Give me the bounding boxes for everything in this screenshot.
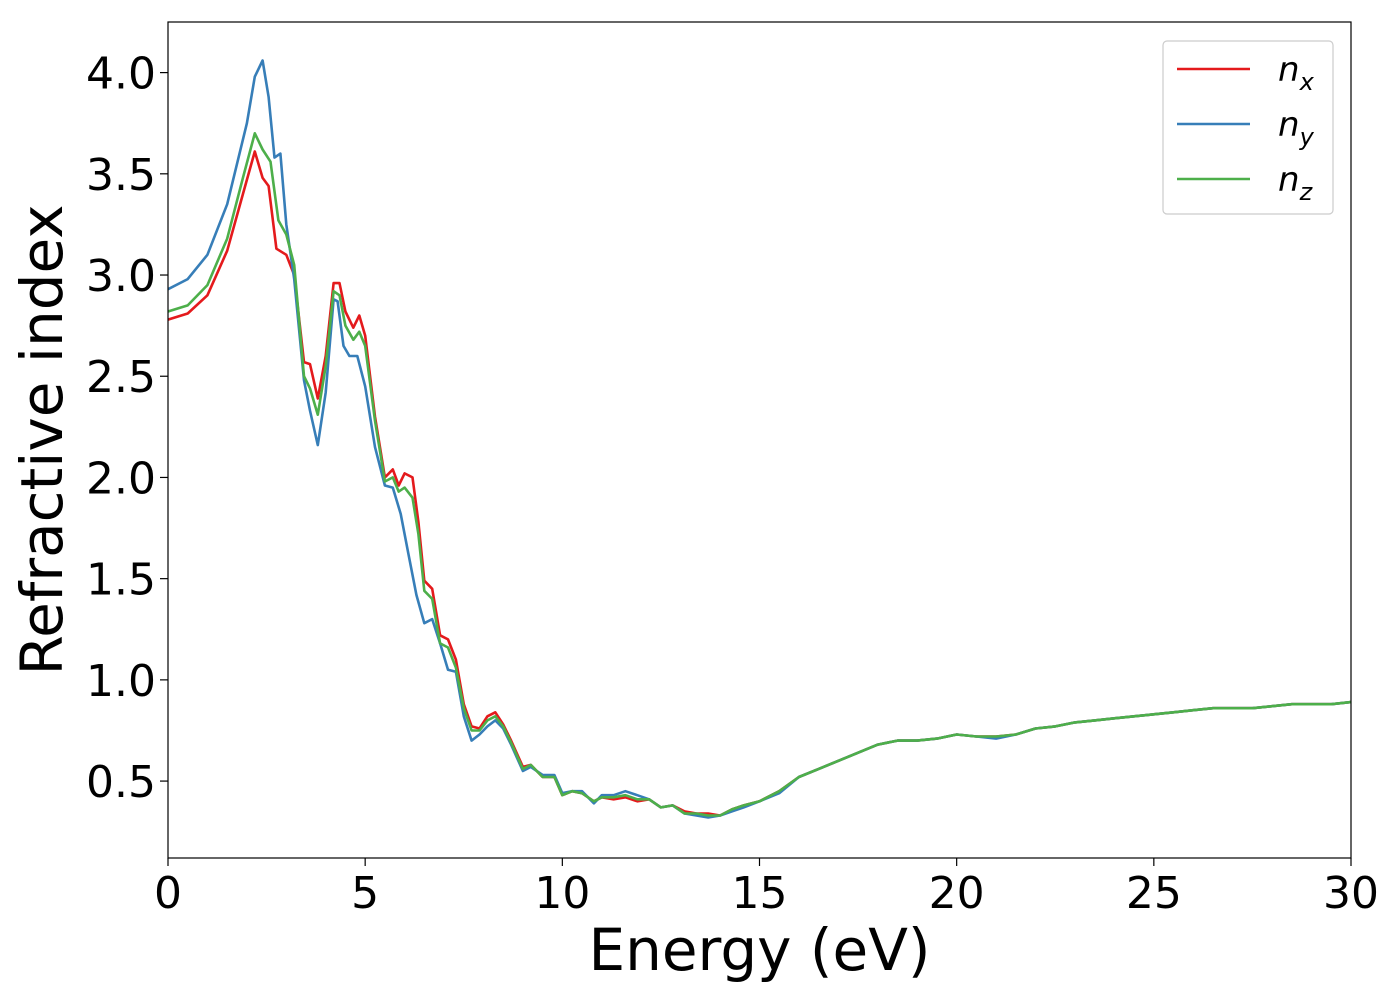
- y-axis-title: Refractive index: [8, 204, 76, 675]
- y-tick-label: 3.5: [86, 150, 156, 201]
- x-tick-label: 10: [534, 868, 590, 919]
- legend-label-y: ny: [1278, 105, 1315, 151]
- y-tick-label: 1.5: [86, 555, 156, 606]
- series-layer: [168, 59, 1351, 819]
- legend-label-z: nz: [1278, 160, 1314, 206]
- y-tick-label: 2.0: [86, 453, 156, 504]
- legend-box: [1162, 40, 1334, 215]
- x-tick-label: 25: [1126, 868, 1182, 919]
- x-tick-label: 15: [732, 868, 788, 919]
- series-line-z: [168, 132, 1351, 817]
- x-tick-label: 5: [351, 868, 379, 919]
- series-line-x: [168, 150, 1351, 817]
- x-tick-label: 30: [1323, 868, 1379, 919]
- y-tick-label: 1.0: [86, 656, 156, 707]
- y-tick-label: 4.0: [86, 49, 156, 100]
- x-axis: 0 5 10 15 20 25 30: [154, 858, 1379, 919]
- y-tick-label: 0.5: [86, 757, 156, 808]
- y-tick-label: 3.0: [86, 251, 156, 302]
- y-axis: 0.5 1.0 1.5 2.0 2.5 3.0 3.5 4.0: [86, 49, 168, 808]
- legend-label-x: nx: [1278, 50, 1315, 96]
- legend: nx ny nz: [1162, 40, 1334, 215]
- x-axis-title: Energy (eV): [588, 916, 930, 984]
- x-tick-label: 20: [929, 868, 985, 919]
- x-tick-label: 0: [154, 868, 182, 919]
- y-tick-label: 2.5: [86, 352, 156, 403]
